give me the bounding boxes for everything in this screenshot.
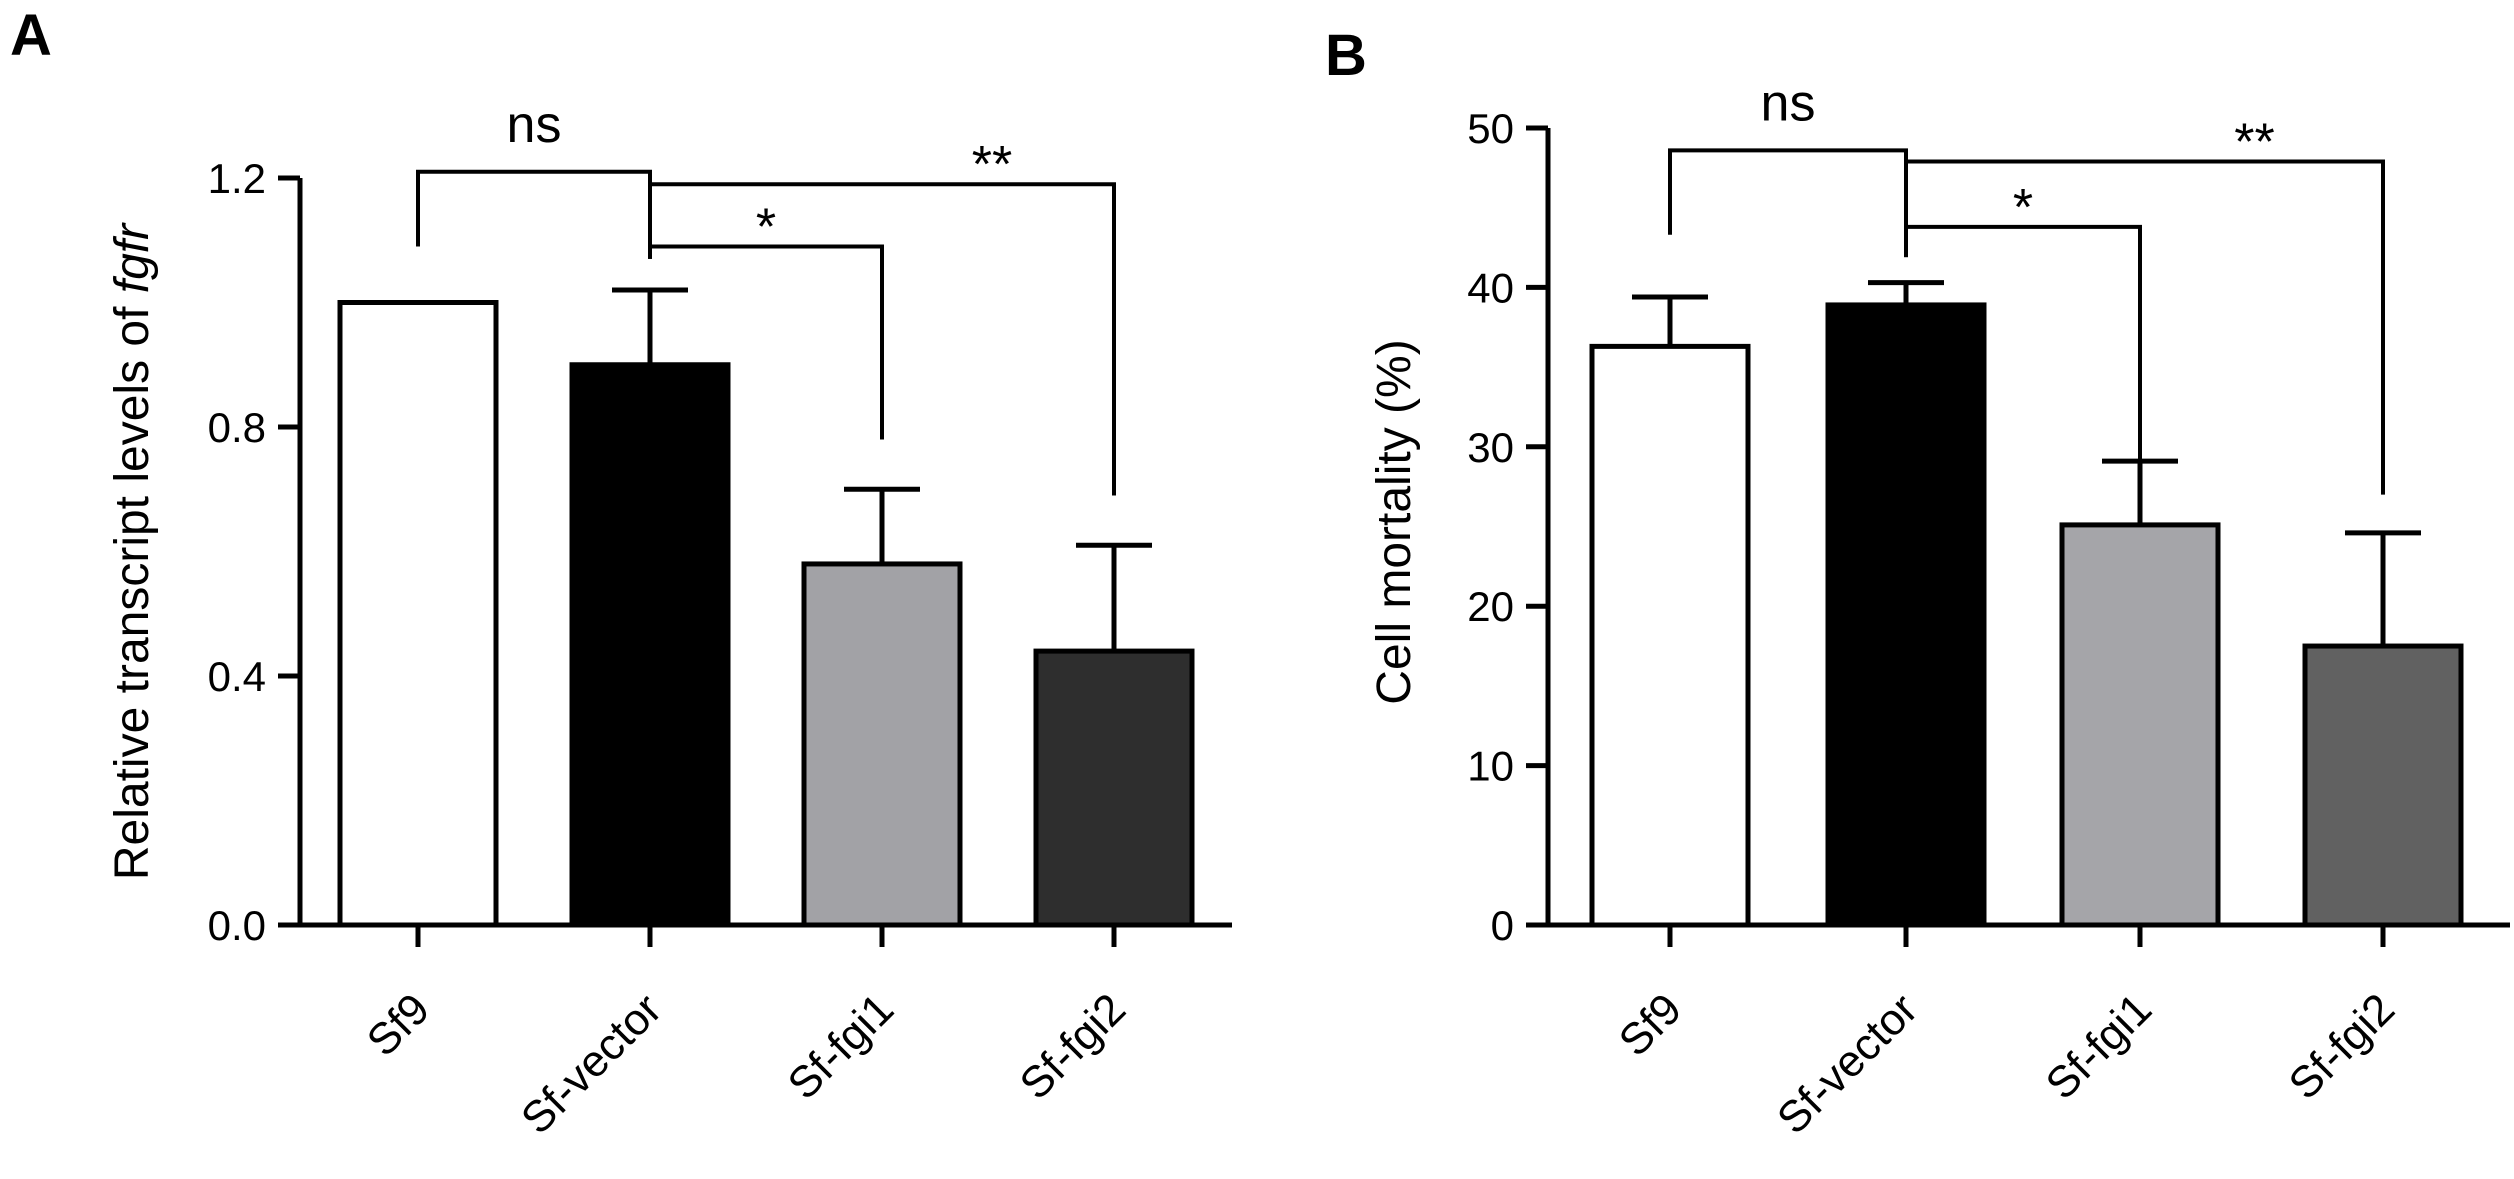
y-tick-label: 20 xyxy=(1467,583,1514,630)
bar-sf-fgi1 xyxy=(2059,522,2221,928)
category-label: Sf9 xyxy=(358,984,439,1065)
significance-bracket xyxy=(1906,159,2385,495)
significance-bracket xyxy=(650,182,1116,496)
significance-bracket xyxy=(648,244,884,440)
y-axis-title-text: Relative transcript levels of xyxy=(106,293,159,880)
bar-sf9 xyxy=(1589,343,1751,928)
significance-label: * xyxy=(2013,179,2033,237)
y-tick-label: 40 xyxy=(1467,264,1514,311)
bar-sf-vector xyxy=(1825,302,1987,928)
y-tick-label: 50 xyxy=(1467,105,1514,152)
y-axis-title-gene: fgfr xyxy=(106,222,159,293)
panel-b-chart: 0 10 20 30 40 50 Cell mortality (%) Sf9 Sf-vecto… xyxy=(1368,74,2510,1144)
category-label: Sf-vector xyxy=(1768,984,1927,1143)
significance-bracket xyxy=(1668,148,1908,258)
significance-label: ns xyxy=(1761,74,1816,132)
y-axis-title: Relative transcript levels of fgfr xyxy=(106,222,159,880)
y-tick-label: 0.4 xyxy=(208,653,266,700)
significance-label: * xyxy=(756,198,776,256)
significance-label: ns xyxy=(507,96,562,154)
panel-a-chart: 0.0 0.4 0.8 1.2 Relative transcript levels o… xyxy=(106,96,1232,1144)
significance-bracket xyxy=(1904,224,2142,495)
category-label: Sf-fgi1 xyxy=(2036,984,2161,1109)
y-tick-label: 10 xyxy=(1467,743,1514,790)
bar-sf9 xyxy=(337,300,499,928)
bar-sf-fgi1 xyxy=(801,561,963,928)
significance-bracket xyxy=(416,169,652,259)
y-axis-title: Cell mortality (%) xyxy=(1368,339,1421,704)
significance-label: ** xyxy=(2234,113,2274,171)
y-tick-label: 0.8 xyxy=(208,404,266,451)
category-label: Sf-fgi2 xyxy=(2279,984,2404,1109)
panel-letter-a: A xyxy=(10,3,52,68)
category-label: Sf-vector xyxy=(512,984,671,1143)
category-label: Sf-fgi1 xyxy=(778,984,903,1109)
panel-letter-b: B xyxy=(1325,23,1367,88)
y-tick-label: 1.2 xyxy=(208,155,266,202)
category-label: Sf9 xyxy=(1610,984,1691,1065)
bar-sf-vector xyxy=(569,362,731,928)
bar-sf-fgi2 xyxy=(2302,643,2464,928)
bar-sf-fgi2 xyxy=(1033,648,1195,928)
y-tick-label: 0.0 xyxy=(208,902,266,949)
significance-label: ** xyxy=(972,136,1012,194)
y-tick-label: 0 xyxy=(1491,902,1514,949)
category-label: Sf-fgi2 xyxy=(1010,984,1135,1109)
y-tick-label: 30 xyxy=(1467,424,1514,471)
